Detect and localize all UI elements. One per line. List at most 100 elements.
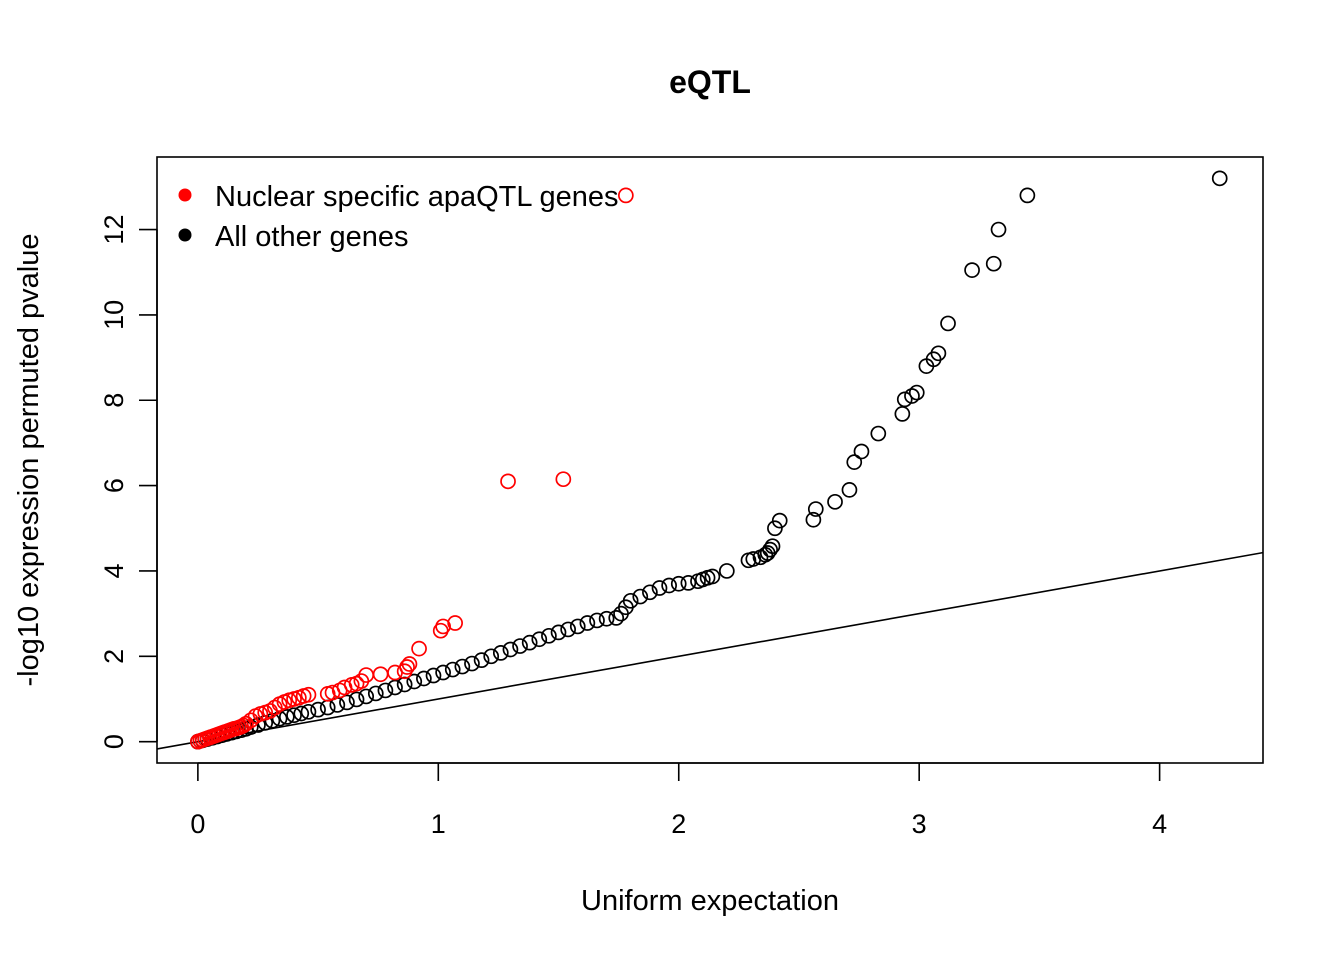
point-other-gene [339, 694, 355, 711]
point-other-gene [416, 670, 432, 687]
point-other-gene [904, 388, 920, 404]
point-other-gene [1211, 170, 1228, 187]
point-other-gene [870, 425, 887, 442]
point-other-gene [387, 679, 403, 696]
y-tick-label: 0 [99, 734, 129, 749]
y-tick-label: 4 [99, 563, 129, 578]
point-other-gene [771, 512, 788, 529]
chart-title: eQTL [669, 64, 751, 100]
point-other-gene [661, 577, 677, 594]
point-other-gene [521, 634, 538, 651]
point-other-gene [894, 406, 911, 422]
point-other-gene [367, 685, 384, 702]
point-other-gene [846, 454, 863, 470]
point-other-gene [827, 493, 843, 510]
point-other-gene [598, 610, 615, 627]
point-other-gene [579, 615, 596, 631]
point-other-gene [348, 691, 365, 708]
y-tick-label: 10 [99, 300, 129, 330]
point-nuclear-apaqtl [266, 699, 283, 716]
point-other-gene [483, 648, 500, 665]
point-other-gene [964, 262, 980, 278]
point-other-gene [632, 588, 649, 605]
point-other-gene [531, 631, 548, 648]
point-other-gene [930, 345, 947, 362]
point-other-gene [435, 664, 451, 681]
point-other-gene [908, 384, 925, 401]
point-other-gene [767, 520, 783, 537]
y-tick-label: 6 [99, 478, 129, 493]
y-axis: 0 2 4 6 8 10 12 [99, 215, 158, 749]
point-other-gene [762, 541, 778, 558]
legend-label-other: All other genes [215, 221, 408, 253]
point-other-gene [764, 538, 781, 555]
y-tick-label: 12 [99, 215, 129, 245]
point-other-gene [502, 641, 519, 658]
point-other-gene [569, 618, 586, 635]
x-tick-label: 4 [1152, 809, 1167, 839]
point-other-gene [841, 482, 858, 498]
point-other-gene [651, 580, 668, 596]
point-other-gene [940, 315, 956, 332]
legend: Nuclear specific apaQTL genes All other … [178, 181, 619, 253]
point-other-gene [473, 652, 490, 669]
point-other-gene [396, 676, 413, 693]
reference-line [157, 551, 1263, 750]
identity-line [157, 551, 1263, 750]
point-other-gene [670, 575, 687, 592]
point-other-gene [680, 575, 697, 591]
point-nuclear-apaqtl [300, 686, 317, 703]
x-axis: 0 1 2 3 4 [190, 762, 1167, 839]
point-other-gene [300, 703, 317, 720]
x-tick-label: 0 [190, 809, 205, 839]
point-other-gene [589, 612, 605, 629]
point-other-gene [454, 658, 471, 675]
y-tick-label: 2 [99, 649, 129, 664]
point-other-gene [492, 645, 509, 661]
legend-label-nuclear: Nuclear specific apaQTL genes [215, 181, 619, 213]
point-other-gene [550, 624, 567, 641]
point-other-gene [805, 511, 822, 528]
legend-swatch-other [178, 228, 192, 242]
point-nuclear-apaqtl [411, 640, 427, 657]
point-nuclear-apaqtl [500, 473, 516, 490]
x-tick-label: 3 [912, 809, 927, 839]
point-nuclear-apaqtl [399, 659, 415, 675]
point-nuclear-apaqtl [262, 703, 278, 719]
point-other-gene [1019, 187, 1036, 204]
x-tick-label: 1 [431, 809, 446, 839]
y-tick-label: 8 [99, 393, 129, 408]
point-nuclear-apaqtl [555, 471, 572, 488]
y-axis-label: -log10 expression permuted pvalue [13, 234, 45, 687]
point-other-gene [464, 655, 480, 672]
legend-swatch-nuclear [178, 188, 192, 202]
point-nuclear-apaqtl [447, 615, 463, 631]
x-tick-label: 2 [671, 809, 686, 839]
point-other-gene [512, 638, 528, 654]
point-other-gene [286, 707, 302, 724]
point-other-gene [319, 699, 336, 716]
data-points [190, 170, 1228, 750]
point-other-gene [377, 682, 394, 699]
point-other-gene [406, 673, 423, 690]
point-nuclear-apaqtl [238, 715, 254, 732]
point-other-gene [807, 501, 824, 517]
point-other-gene [425, 667, 442, 684]
point-other-gene [896, 391, 913, 408]
point-nuclear-apaqtl [372, 666, 389, 683]
x-axis-label: Uniform expectation [581, 885, 839, 917]
point-other-gene [990, 221, 1007, 238]
point-other-gene [608, 610, 625, 626]
point-other-gene [310, 701, 326, 718]
point-other-gene [541, 627, 557, 644]
point-other-gene [278, 709, 295, 725]
point-other-gene [444, 661, 461, 678]
point-other-gene [853, 443, 870, 460]
point-nuclear-apaqtl [435, 618, 451, 635]
point-other-gene [560, 621, 576, 638]
point-other-gene [622, 592, 639, 609]
point-other-gene [718, 563, 735, 579]
point-other-gene [358, 688, 375, 705]
point-other-gene [642, 584, 658, 601]
